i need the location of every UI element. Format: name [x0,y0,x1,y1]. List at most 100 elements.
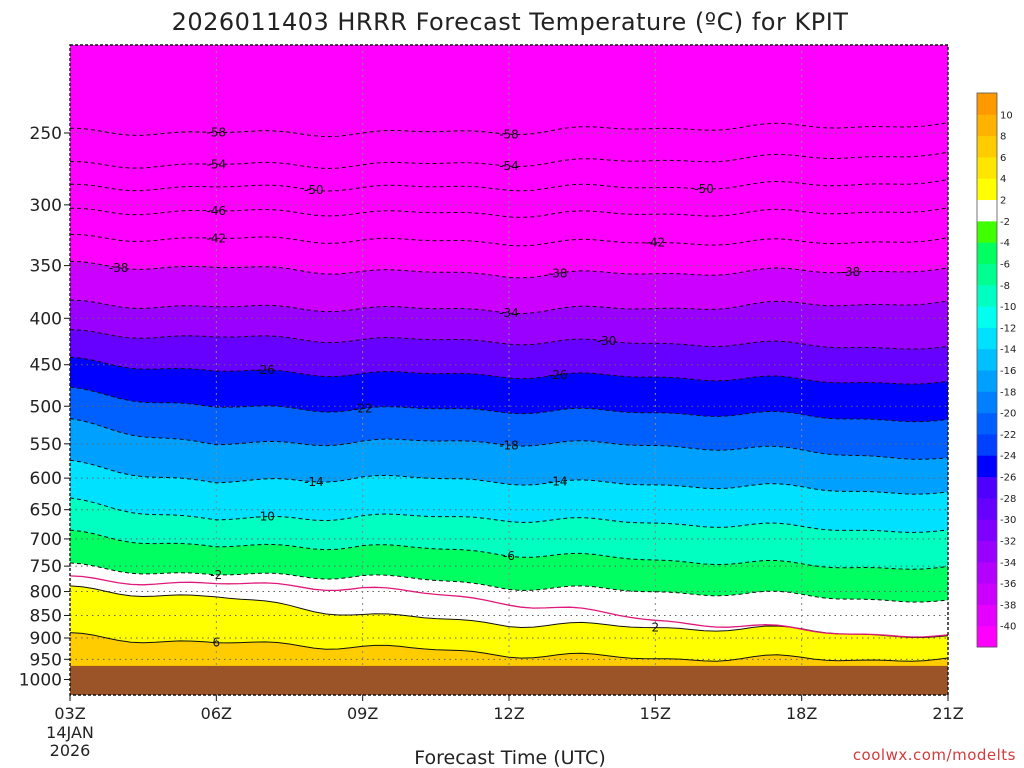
isotherm-label: -10 [255,510,275,524]
colorbar-tick-label: -10 [1000,302,1016,313]
isotherm-line [69,299,949,315]
isotherm-label: -54 [499,159,519,173]
isotherm-line [69,497,949,534]
colorbar-tick-label: -36 [1000,579,1016,590]
isotherm-label: -26 [548,368,568,382]
isotherm-line [69,356,949,385]
isotherm-label: -58 [207,125,227,139]
isotherm-line [69,529,949,570]
colorbar-tick-label: -28 [1000,494,1016,505]
x-tick-label: 15Z [640,704,671,723]
time-axis: 03Z 06Z 09Z 12Z 15Z 18Z 21Z [54,695,964,723]
isotherm-line [69,632,949,662]
temperature-fill-layer [70,45,948,695]
x-tick-label: 09Z [347,704,378,723]
start-date-year: 2026 [50,741,91,760]
isotherm-line [69,418,949,460]
colorbar-tick-label: -26 [1000,473,1016,484]
isotherm-label: -54 [207,157,227,171]
colorbar-tick-label: -16 [1000,366,1016,377]
y-tick-label: 1000 [19,671,62,691]
isotherm-label: 2 [652,621,660,635]
isotherm-label: -6 [503,549,515,563]
colorbar-swatch [977,476,997,499]
colorbar-swatch [977,519,997,541]
isotherm-line [69,329,949,350]
colorbar-swatch [977,284,997,307]
colorbar-tick-label: -6 [1000,259,1010,270]
colorbar-tick-label: -12 [1000,323,1016,334]
y-tick-label: 950 [30,650,62,670]
isotherm-label: -46 [207,204,227,218]
colorbar-swatch [977,455,997,478]
colorbar-swatch [977,327,997,350]
isotherm-contours: -58 -58 -54 -54 -50 -50 -46 -42 -42 -38 -38 -38 -34 -… [69,122,949,662]
isotherm-line [69,386,949,423]
isotherm-label: 6 [213,636,221,650]
x-tick-label: 21Z [932,704,963,723]
colorbar-tick-label: 8 [1000,132,1006,143]
isotherm-label: -38 [841,265,861,279]
isotherm-label: -50 [694,182,714,196]
colorbar-swatch [977,412,997,435]
source-credit: coolwx.com/modelts [853,746,1016,764]
isotherm-label: -58 [499,127,519,141]
x-tick-label: 12Z [493,704,524,723]
y-tick-label: 650 [30,501,62,521]
below-ground-fill [70,665,948,695]
colorbar-tick-label: -24 [1000,451,1016,462]
colorbar-swatch [977,540,997,563]
colorbar-swatch [977,242,997,264]
colorbar-swatch [977,583,997,605]
y-tick-label: 850 [30,606,62,626]
isotherm-label: -50 [304,183,324,197]
colorbar-tick-label: -34 [1000,558,1016,569]
x-tick-label: 06Z [201,704,232,723]
isotherm-label: -34 [499,306,519,320]
isotherm-label: -14 [304,475,324,489]
isotherm-label: -30 [597,334,617,348]
grid-lines [70,45,948,695]
y-tick-label: 450 [30,356,62,376]
colorbar-tick-label: -14 [1000,345,1016,356]
colorbar-swatch [977,178,997,201]
y-tick-label: 300 [30,196,62,216]
colorbar-swatch [977,156,997,179]
y-tick-label: 250 [30,124,62,144]
colorbar-swatch [977,433,997,456]
below-ground-area [70,665,948,695]
isotherm-line [69,459,949,495]
colorbar-tick-label: -32 [1000,536,1016,547]
y-tick-label: 350 [30,257,62,277]
colorbar-swatch [977,199,997,222]
isotherm-label: -42 [646,236,666,250]
colorbar-tick-label: -8 [1000,281,1010,292]
colorbar-tick-label: -20 [1000,409,1016,420]
start-date-day: 14JAN [46,723,94,742]
colorbar-swatch [977,220,997,243]
colorbar-swatch [977,604,997,627]
colorbar-tick-label: -4 [1000,238,1010,249]
isotherm-label: -26 [255,363,275,377]
colorbar-border [976,92,998,648]
freezing-line-path [69,575,949,638]
chart-title: 2026011403 HRRR Forecast Temperature (ºC… [172,8,849,36]
isotherm-label: -14 [548,475,568,489]
colorbar-swatch [977,93,997,115]
y-tick-label: 750 [30,557,62,577]
x-axis-label: Forecast Time (UTC) [414,747,605,768]
colorbar-tick-label: -30 [1000,515,1016,526]
colorbar-swatch [977,135,997,158]
x-tick-label: 18Z [786,704,817,723]
y-tick-label: 500 [30,397,62,417]
colorbar-swatch [977,114,997,137]
colorbar-swatch [977,370,997,392]
y-tick-label: 800 [30,583,62,603]
colorbar-swatch [977,497,997,520]
isotherm-label: -42 [207,231,227,245]
freezing-line [69,575,949,638]
colorbar-tick-label: -2 [1000,217,1010,228]
y-tick-label: 550 [30,435,62,455]
isotherm-label: -18 [499,438,519,452]
